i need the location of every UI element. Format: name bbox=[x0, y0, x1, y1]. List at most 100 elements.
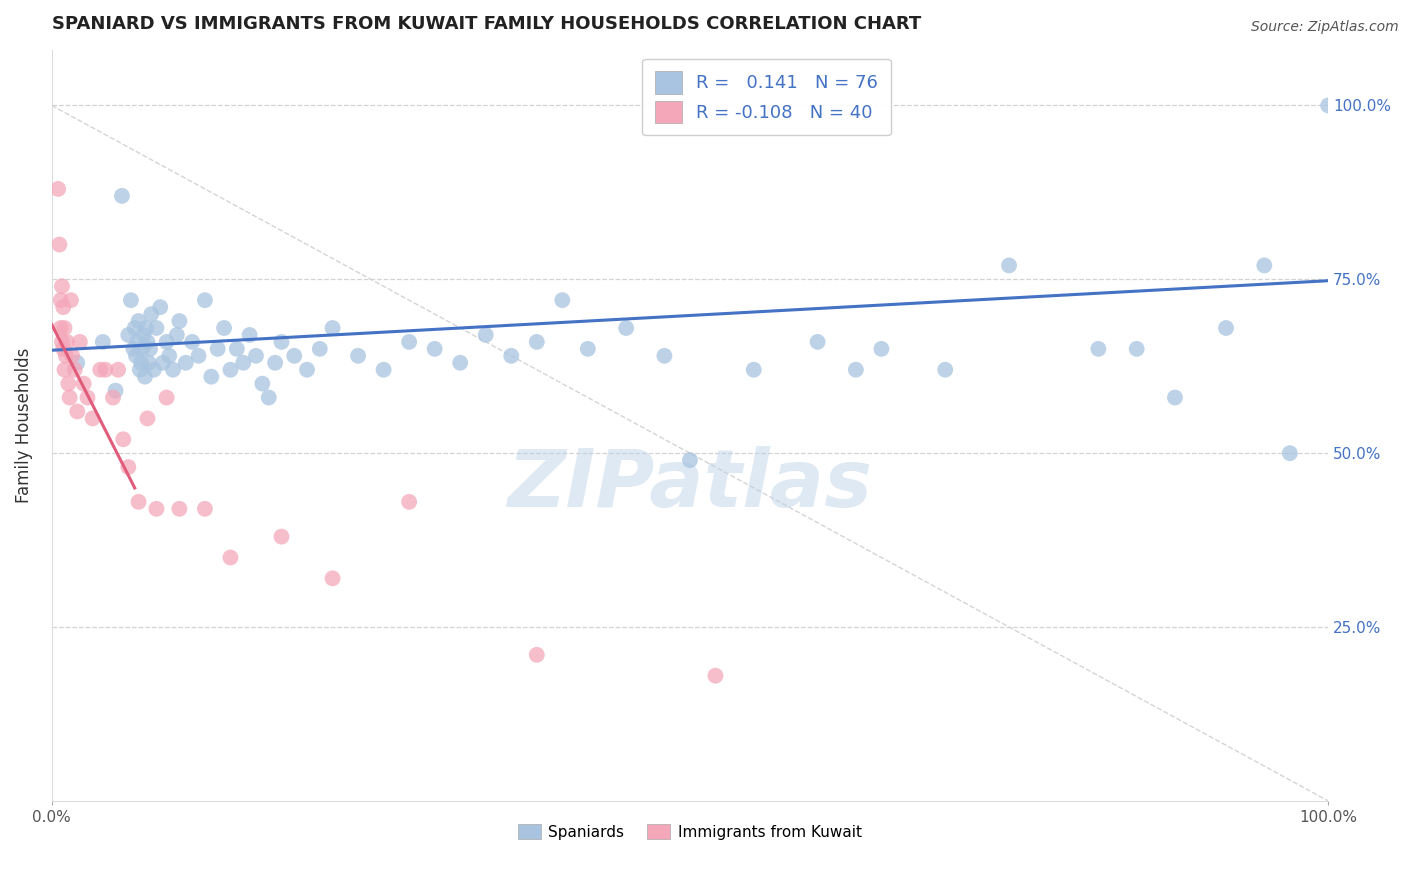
Point bbox=[51, 279, 73, 293]
Point bbox=[174, 356, 197, 370]
Point bbox=[398, 334, 420, 349]
Point bbox=[134, 369, 156, 384]
Point bbox=[200, 369, 222, 384]
Point bbox=[136, 334, 159, 349]
Point bbox=[270, 530, 292, 544]
Point bbox=[94, 362, 117, 376]
Point bbox=[295, 362, 318, 376]
Point bbox=[56, 334, 79, 349]
Y-axis label: Family Households: Family Households bbox=[15, 348, 32, 503]
Point bbox=[117, 328, 139, 343]
Point bbox=[52, 300, 75, 314]
Point bbox=[128, 495, 150, 509]
Point bbox=[136, 411, 159, 425]
Point bbox=[91, 334, 114, 349]
Point bbox=[245, 349, 267, 363]
Point bbox=[398, 495, 420, 509]
Point bbox=[166, 328, 188, 343]
Point bbox=[149, 300, 172, 314]
Point bbox=[82, 411, 104, 425]
Point bbox=[141, 307, 163, 321]
Point bbox=[157, 349, 180, 363]
Point bbox=[128, 362, 150, 376]
Point bbox=[152, 356, 174, 370]
Point bbox=[66, 356, 89, 370]
Point bbox=[252, 376, 274, 391]
Point bbox=[145, 321, 167, 335]
Point bbox=[101, 391, 124, 405]
Point bbox=[125, 349, 148, 363]
Point bbox=[212, 321, 235, 335]
Point bbox=[934, 362, 956, 376]
Point bbox=[526, 648, 548, 662]
Text: Source: ZipAtlas.com: Source: ZipAtlas.com bbox=[1251, 20, 1399, 34]
Point bbox=[48, 237, 70, 252]
Point bbox=[742, 362, 765, 376]
Point bbox=[69, 334, 91, 349]
Point bbox=[112, 432, 135, 446]
Point bbox=[998, 259, 1021, 273]
Point bbox=[526, 334, 548, 349]
Point bbox=[46, 182, 69, 196]
Point bbox=[104, 384, 127, 398]
Point bbox=[49, 321, 72, 335]
Point bbox=[194, 501, 217, 516]
Point bbox=[142, 362, 165, 376]
Point bbox=[58, 376, 80, 391]
Point bbox=[156, 391, 179, 405]
Point bbox=[1087, 342, 1109, 356]
Point bbox=[135, 321, 157, 335]
Point bbox=[679, 453, 702, 467]
Point bbox=[63, 362, 86, 376]
Point bbox=[654, 349, 676, 363]
Point bbox=[117, 460, 139, 475]
Point bbox=[59, 391, 82, 405]
Point bbox=[49, 293, 72, 308]
Point bbox=[225, 342, 247, 356]
Point bbox=[89, 362, 111, 376]
Point bbox=[308, 342, 330, 356]
Point bbox=[576, 342, 599, 356]
Point bbox=[219, 550, 242, 565]
Point bbox=[131, 342, 153, 356]
Point bbox=[66, 404, 89, 418]
Point bbox=[53, 362, 76, 376]
Point bbox=[551, 293, 574, 308]
Point bbox=[423, 342, 446, 356]
Point bbox=[181, 334, 204, 349]
Point bbox=[474, 328, 496, 343]
Point bbox=[845, 362, 868, 376]
Point bbox=[128, 314, 150, 328]
Point bbox=[501, 349, 523, 363]
Point bbox=[111, 189, 134, 203]
Point bbox=[129, 356, 152, 370]
Point bbox=[264, 356, 287, 370]
Point bbox=[156, 334, 179, 349]
Point bbox=[257, 391, 280, 405]
Point bbox=[194, 293, 217, 308]
Point bbox=[270, 334, 292, 349]
Point bbox=[120, 293, 142, 308]
Point bbox=[207, 342, 229, 356]
Point bbox=[614, 321, 637, 335]
Point bbox=[124, 321, 146, 335]
Point bbox=[52, 342, 75, 356]
Point bbox=[59, 293, 82, 308]
Point bbox=[162, 362, 184, 376]
Point bbox=[169, 314, 191, 328]
Point bbox=[169, 501, 191, 516]
Point bbox=[322, 571, 344, 585]
Point bbox=[187, 349, 209, 363]
Text: SPANIARD VS IMMIGRANTS FROM KUWAIT FAMILY HOUSEHOLDS CORRELATION CHART: SPANIARD VS IMMIGRANTS FROM KUWAIT FAMIL… bbox=[52, 15, 921, 33]
Point bbox=[132, 328, 155, 343]
Point bbox=[73, 376, 96, 391]
Point bbox=[347, 349, 370, 363]
Point bbox=[449, 356, 471, 370]
Point bbox=[53, 321, 76, 335]
Point bbox=[76, 391, 98, 405]
Point bbox=[704, 669, 727, 683]
Point bbox=[139, 342, 162, 356]
Point bbox=[232, 356, 254, 370]
Point bbox=[107, 362, 129, 376]
Legend: Spaniards, Immigrants from Kuwait: Spaniards, Immigrants from Kuwait bbox=[512, 818, 868, 846]
